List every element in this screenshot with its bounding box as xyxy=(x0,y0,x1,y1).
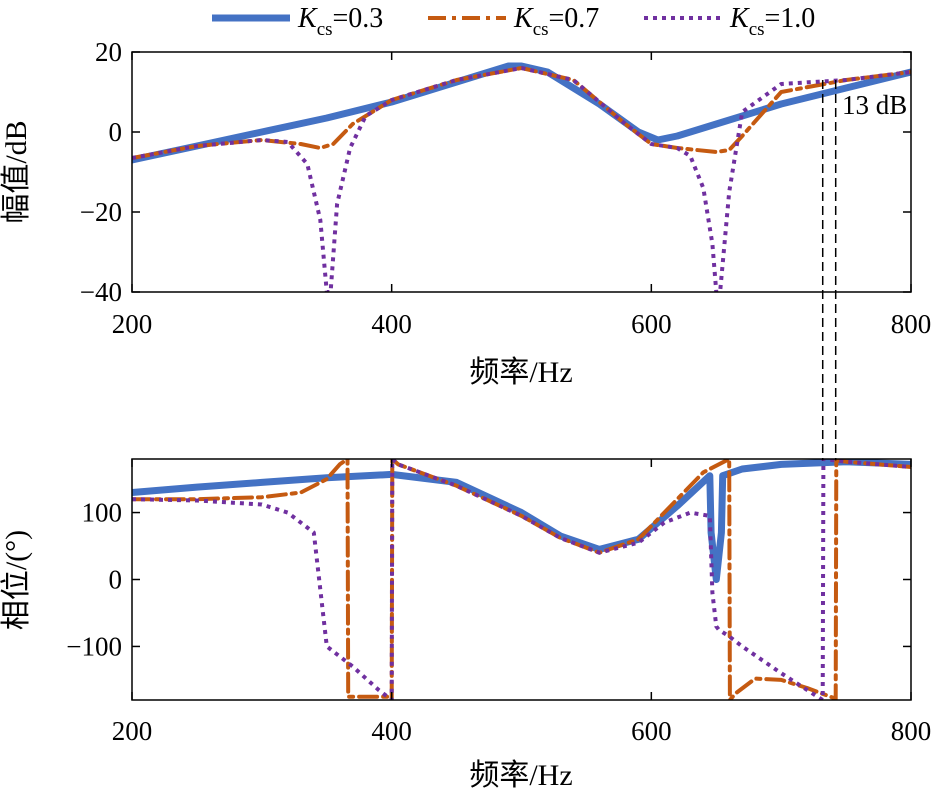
y-tick-label: 100 xyxy=(82,498,123,528)
magnitude-line-series-2 xyxy=(132,66,911,160)
phase-line-series-1 xyxy=(132,459,911,583)
legend-item-kcs-0-7: Kcs=0.7 xyxy=(428,3,599,40)
magnitude-y-axis-title: 幅值/dB xyxy=(0,120,33,223)
y-tick-label: 20 xyxy=(95,37,122,67)
phase-x-axis-title: 频率/Hz xyxy=(469,759,572,792)
legend-label-kcs-0-7: Kcs=0.7 xyxy=(513,3,599,40)
phase-plot-frame xyxy=(131,458,912,701)
phase-series-group xyxy=(132,459,911,700)
x-tick-label: 400 xyxy=(371,309,412,339)
legend: Kcs=0.3 Kcs=0.7 Kcs=1.0 xyxy=(212,3,815,40)
legend-item-kcs-1-0: Kcs=1.0 xyxy=(644,3,815,40)
y-tick-label: −100 xyxy=(66,631,122,661)
x-tick-label: 200 xyxy=(112,309,153,339)
magnitude-plot-frame xyxy=(131,51,912,293)
y-tick-label: 0 xyxy=(109,565,123,595)
magnitude-line-series-1 xyxy=(132,62,911,164)
magnitude-line-series-3 xyxy=(132,66,911,292)
legend-label-kcs-1-0: Kcs=1.0 xyxy=(729,3,815,40)
legend-label-kcs-0-3: Kcs=0.3 xyxy=(297,3,383,40)
y-tick-label: 0 xyxy=(109,117,123,147)
x-tick-label: 200 xyxy=(112,716,153,746)
legend-item-kcs-0-3: Kcs=0.3 xyxy=(212,3,383,40)
guide-lines xyxy=(821,80,837,461)
x-tick-label: 600 xyxy=(631,309,672,339)
phase-line-series-2 xyxy=(132,459,911,700)
x-tick-label: 600 xyxy=(631,716,672,746)
x-tick-label: 400 xyxy=(371,716,412,746)
annotation-13db: 13 dB xyxy=(842,90,907,120)
phase-line-series-3 xyxy=(132,459,911,700)
x-tick-label: 800 xyxy=(891,716,932,746)
magnitude-x-axis-title: 频率/Hz xyxy=(469,356,572,389)
x-tick-label: 800 xyxy=(891,309,932,339)
y-tick-label: −40 xyxy=(80,277,122,307)
phase-y-axis-title: 相位/(°) xyxy=(0,530,33,630)
y-tick-label: −20 xyxy=(80,197,122,227)
magnitude-series-group xyxy=(132,62,911,292)
